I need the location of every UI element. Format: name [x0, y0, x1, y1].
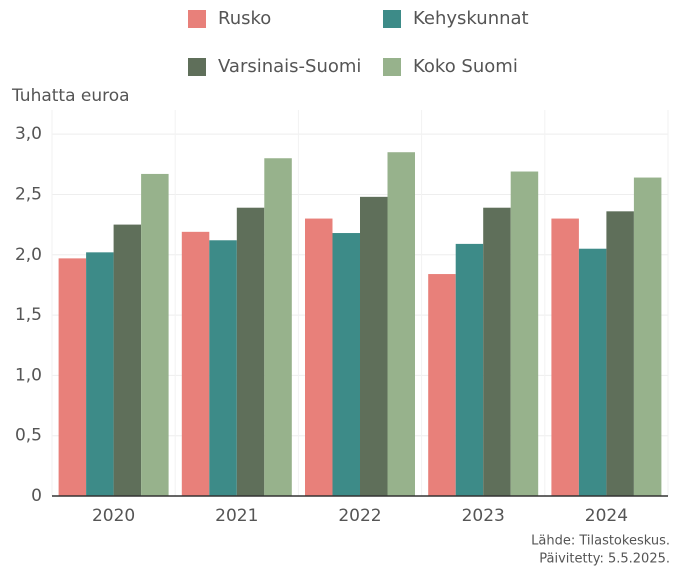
bar — [483, 207, 511, 497]
legend-swatch — [188, 10, 206, 28]
y-tick-label: 1,5 — [15, 305, 42, 325]
legend-label: Koko Suomi — [413, 56, 518, 77]
bar — [141, 173, 169, 496]
source: Lähde: Tilastokeskus. — [531, 534, 670, 549]
bar — [113, 224, 142, 496]
x-tick-label: 2020 — [92, 506, 135, 526]
y-axis-label: Tuhatta euroa — [11, 86, 130, 106]
updated: Päivitetty: 5.5.2025. — [539, 552, 670, 567]
bar — [455, 243, 484, 496]
bar — [58, 258, 87, 496]
y-tick-label: 1,0 — [15, 365, 42, 385]
bar — [305, 218, 333, 496]
legend-label: Varsinais-Suomi — [218, 56, 361, 77]
bar — [606, 211, 634, 496]
y-tick-label: 3,0 — [15, 124, 42, 144]
bar — [428, 274, 456, 496]
legend-label: Rusko — [218, 8, 271, 29]
bar — [86, 252, 114, 496]
x-tick-label: 2022 — [338, 506, 381, 526]
bar — [510, 171, 539, 497]
bar — [551, 218, 579, 496]
y-tick-label: 2,0 — [15, 245, 42, 265]
bar — [578, 248, 607, 496]
bar — [236, 207, 265, 497]
y-tick-label: 0,5 — [15, 426, 42, 446]
legend-swatch — [383, 10, 401, 28]
legend-label: Kehyskunnat — [413, 8, 529, 29]
bar — [633, 177, 662, 497]
y-tick-label: 2,5 — [15, 184, 42, 204]
legend-swatch — [188, 58, 206, 76]
x-tick-label: 2021 — [215, 506, 258, 526]
y-tick-label: 0 — [31, 486, 42, 506]
x-tick-label: 2024 — [585, 506, 628, 526]
bar — [209, 240, 237, 496]
bar — [181, 231, 210, 497]
legend-swatch — [383, 58, 401, 76]
x-tick-label: 2023 — [462, 506, 505, 526]
bar — [387, 152, 415, 496]
bar — [332, 233, 360, 496]
bar — [264, 158, 292, 496]
bar — [360, 196, 388, 496]
